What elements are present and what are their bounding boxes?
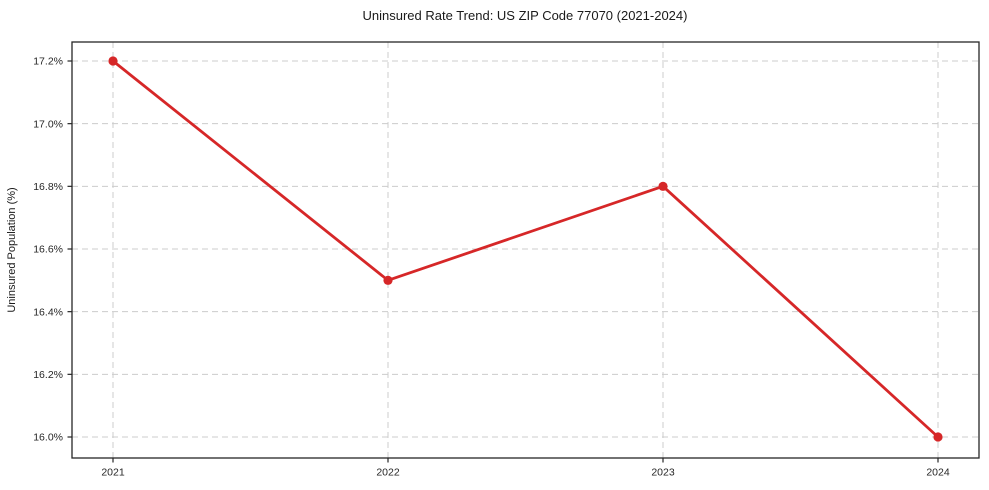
x-tick-label: 2022 (376, 467, 400, 479)
x-tick-label: 2021 (101, 467, 125, 479)
data-point (658, 181, 668, 191)
chart-title: Uninsured Rate Trend: US ZIP Code 77070 … (363, 8, 688, 23)
y-tick-label: 16.4% (33, 306, 63, 318)
plot-border (71, 41, 980, 459)
data-series (108, 56, 943, 442)
y-tick-label: 17.0% (33, 118, 63, 130)
y-tick-label: 17.2% (33, 56, 63, 68)
y-tick-label: 16.8% (33, 181, 63, 193)
y-axis-label: Uninsured Population (%) (6, 187, 18, 312)
trend-line (111, 59, 940, 439)
y-tick-label: 16.0% (33, 432, 63, 444)
y-tick-label: 16.2% (33, 369, 63, 381)
y-tick-label: 16.6% (33, 244, 63, 256)
axes (67, 41, 980, 463)
tick-labels: 16.0% 16.2% 16.4% 16.6% 16.8% 17.0% 17.2% 2021 2… (33, 56, 950, 479)
data-point (108, 56, 118, 66)
data-point (933, 432, 943, 442)
data-point (383, 275, 393, 285)
gridlines (72, 42, 979, 458)
x-tick-label: 2023 (651, 467, 675, 479)
x-tick-label: 2024 (926, 467, 950, 479)
